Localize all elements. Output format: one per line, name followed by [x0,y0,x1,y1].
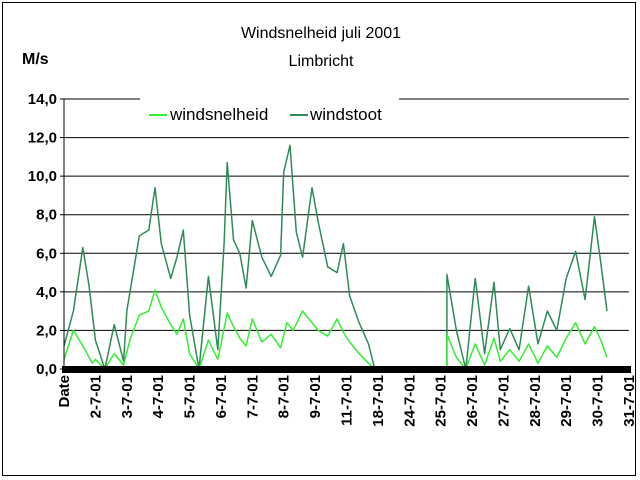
x-tick-label-14: 27-7-01 [495,375,512,427]
x-tick-labels: Date 2-7-01 3-7-01 4-7-01 5-7-01 6-7-01 7-7-01… [56,375,637,427]
x-tick-label-2: 3-7-01 [119,375,136,418]
x-tick-label-1: 2-7-01 [87,375,104,418]
x-tick-label-4: 5-7-01 [182,375,199,418]
x-tick-label-3: 4-7-01 [150,375,167,418]
x-tick-label-10: 18-7-01 [370,375,387,427]
x-tick-label-8: 9-7-01 [307,375,324,418]
chart-subtitle: Limbricht [289,53,354,70]
y-tick-label-5: 10,0 [28,168,57,185]
x-tick-label-18: 31-7-01 [621,375,637,427]
x-tick-label-15: 28-7-01 [527,375,544,427]
series-line-windsnelheid [63,289,608,370]
x-tick-label-9: 11-7-01 [339,375,356,426]
y-tick-label-2: 4,0 [36,284,57,301]
y-tick-label-6: 12,0 [28,130,57,147]
axes [60,98,631,373]
chart-title: Windsnelheid juli 2001 [241,25,401,42]
y-tick-label-0: 0,0 [36,361,57,378]
y-axis-unit-label: M/s [22,51,49,68]
y-tick-label-1: 2,0 [36,322,57,339]
y-tick-label-7: 14,0 [28,91,57,108]
legend: windsnelheid windstoot [140,98,399,131]
x-tick-label-16: 29-7-01 [558,375,575,427]
x-axis-baseline [62,366,631,373]
legend-label-windstoot: windstoot [309,105,382,124]
x-tick-label-17: 30-7-01 [590,375,607,427]
x-tick-label-0: Date [56,375,73,408]
chart-canvas: Windsnelheid juli 2001 Limbricht M/s 0,0… [22,25,637,427]
series-lines [63,144,608,370]
legend-box [140,98,399,131]
y-tick-label-4: 8,0 [36,207,57,224]
x-tick-label-7: 8-7-01 [276,375,293,418]
legend-label-windsnelheid: windsnelheid [169,105,268,124]
chart-frame: Windsnelheid juli 2001 Limbricht M/s 0,0… [2,2,637,476]
series-line-windstoot [63,144,608,370]
x-tick-label-12: 25-7-01 [433,375,450,427]
x-tick-label-13: 26-7-01 [464,375,481,427]
x-tick-label-5: 6-7-01 [213,375,230,418]
x-tick-label-6: 7-7-01 [244,375,261,418]
x-tick-label-11: 24-7-01 [401,375,418,427]
y-tick-label-3: 6,0 [36,245,57,262]
y-tick-labels: 0,0 2,0 4,0 6,0 8,0 10,0 12,0 14,0 [28,91,57,378]
gridlines [64,98,629,331]
